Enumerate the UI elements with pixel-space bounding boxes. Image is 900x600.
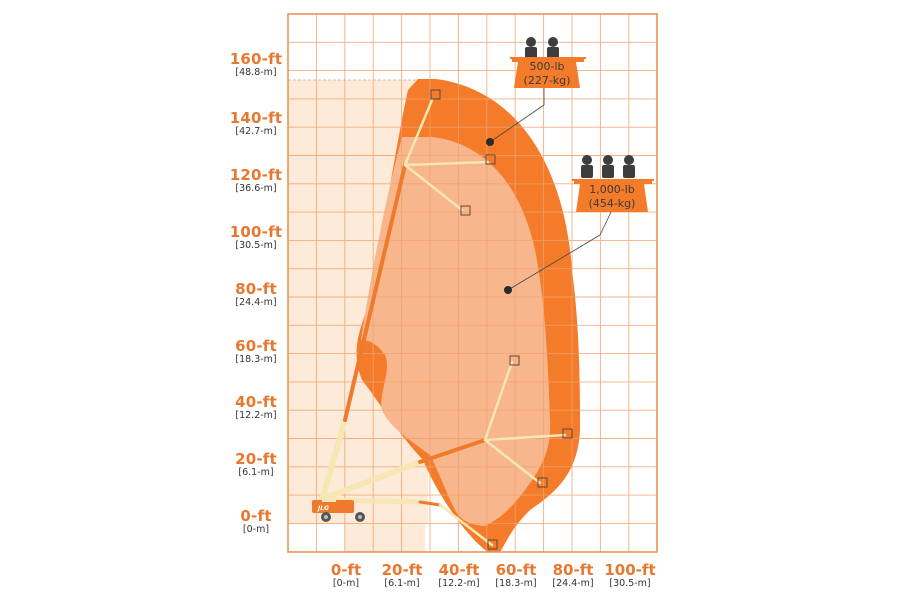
platform-1000lb-icon <box>572 155 654 212</box>
y-label-40ft: 40-ft [12.2-m] <box>235 393 277 421</box>
y-label-0ft: 0-ft [0-m] <box>240 507 272 535</box>
grid <box>288 14 657 552</box>
x-label-80ft: 80-ft [24.4-m] <box>552 561 594 589</box>
y-label-160ft: 160-ft [48.8-m] <box>229 50 283 78</box>
capacity-500lb-label: 500-lb (227-kg) <box>514 60 580 88</box>
y-label-80ft: 80-ft [24.4-m] <box>235 280 277 308</box>
y-label-120ft: 120-ft [36.6-m] <box>229 166 283 194</box>
grid-border <box>287 13 658 553</box>
y-label-60ft: 60-ft [18.3-m] <box>235 337 277 365</box>
x-label-20ft: 20-ft [6.1-m] <box>381 561 423 589</box>
capacity-1000lb-kg: (454-kg) <box>588 197 636 210</box>
inner-envelope-1000lb <box>361 137 551 526</box>
platform-baskets <box>430 89 573 550</box>
y-label-100ft: 100-ft [30.5-m] <box>229 223 283 251</box>
y-label-20ft: 20-ft [6.1-m] <box>235 450 277 478</box>
jlg-machine-base: JLG <box>312 496 365 522</box>
x-label-100ft: 100-ft [30.5-m] <box>604 561 656 589</box>
capacity-1000lb-lb: 1,000-lb <box>589 183 635 196</box>
capacity-500lb-kg: (227-kg) <box>523 74 571 87</box>
svg-text:JLG: JLG <box>317 505 329 512</box>
capacity-1000lb-label: 1,000-lb (454-kg) <box>576 183 648 211</box>
boom-positions <box>319 98 567 547</box>
platform-500lb-icon <box>510 37 586 88</box>
x-label-0ft: 0-ft [0-m] <box>330 561 362 589</box>
x-label-40ft: 40-ft [12.2-m] <box>438 561 480 589</box>
capacity-500lb-lb: 500-lb <box>529 60 565 73</box>
capacity-leaders <box>486 88 613 294</box>
x-label-60ft: 60-ft [18.3-m] <box>495 561 537 589</box>
y-label-140ft: 140-ft [42.7-m] <box>229 109 283 137</box>
